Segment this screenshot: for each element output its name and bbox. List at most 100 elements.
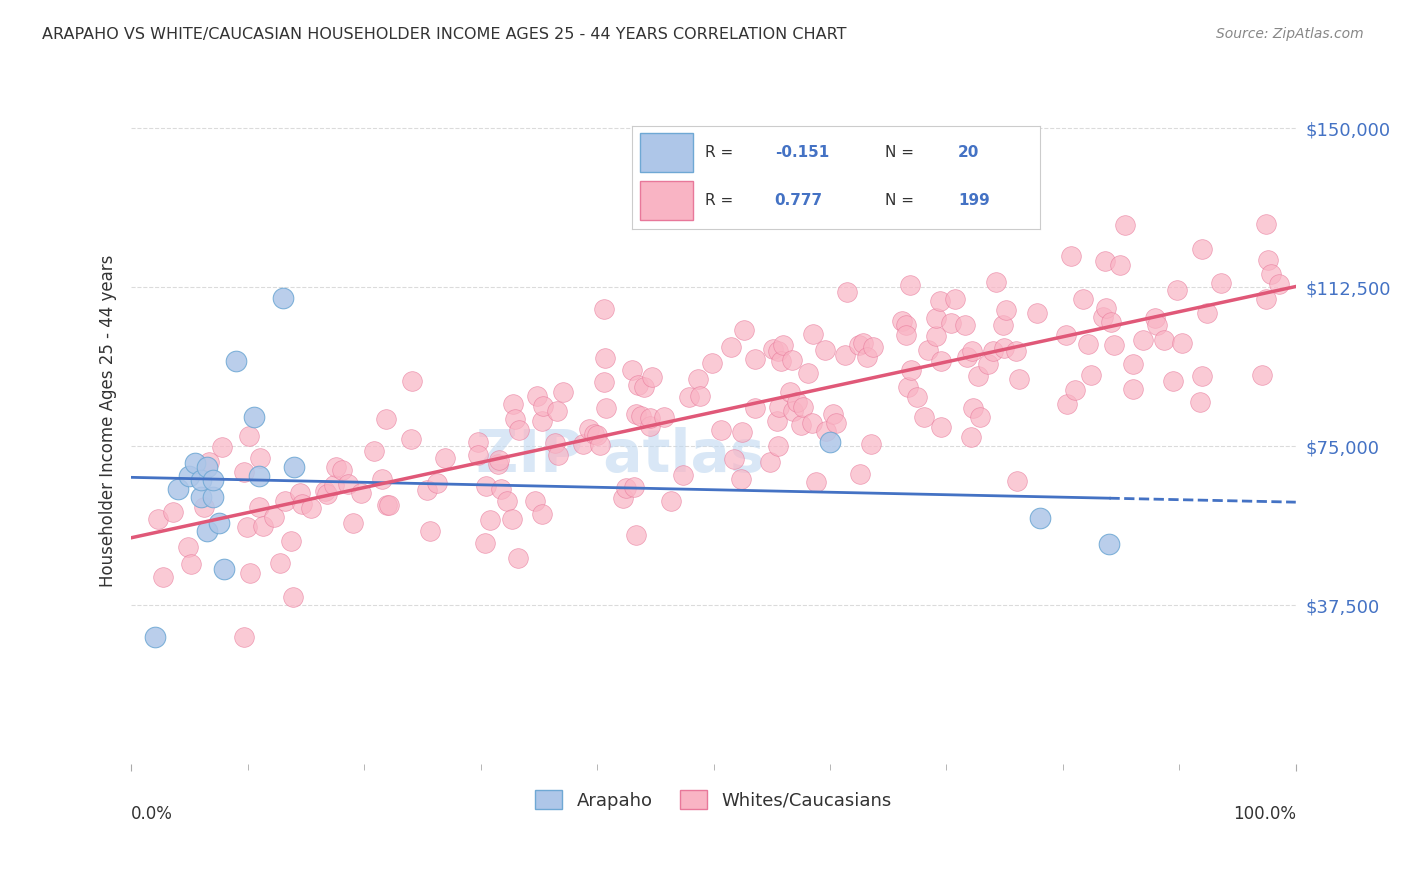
Point <box>1064 383 1087 397</box>
Point <box>325 459 347 474</box>
Point <box>860 437 883 451</box>
Point <box>984 275 1007 289</box>
Point <box>496 493 519 508</box>
Point <box>486 457 509 471</box>
Point <box>336 477 359 491</box>
Point <box>730 472 752 486</box>
Point <box>283 460 305 475</box>
Point <box>263 510 285 524</box>
Point <box>621 363 644 377</box>
Point <box>894 318 917 332</box>
Point <box>624 528 647 542</box>
Point <box>943 293 966 307</box>
Point <box>399 432 422 446</box>
Point <box>475 478 498 492</box>
Point <box>1251 368 1274 382</box>
Point <box>502 397 524 411</box>
Point <box>375 498 398 512</box>
Point <box>1153 333 1175 347</box>
Point <box>627 378 650 392</box>
Point <box>849 467 872 481</box>
Point <box>350 486 373 500</box>
Point <box>1171 336 1194 351</box>
Point <box>641 370 664 384</box>
Point <box>508 423 530 437</box>
Point <box>762 342 785 356</box>
Point <box>898 277 921 292</box>
Point <box>630 409 652 423</box>
Point <box>1108 258 1130 272</box>
Point <box>508 551 530 566</box>
Point <box>710 423 733 437</box>
Point <box>531 399 554 413</box>
Point <box>689 389 711 403</box>
Point <box>330 462 353 476</box>
Point <box>624 407 647 421</box>
Point <box>994 302 1017 317</box>
Point <box>503 412 526 426</box>
Point <box>894 328 917 343</box>
Point <box>848 338 870 352</box>
Point <box>993 342 1015 356</box>
Point <box>917 343 939 358</box>
Point <box>233 465 256 479</box>
Point <box>614 481 637 495</box>
Point <box>652 409 675 424</box>
Point <box>252 518 274 533</box>
Point <box>779 384 801 399</box>
Text: ARAPAHO VS WHITE/CAUCASIAN HOUSEHOLDER INCOME AGES 25 - 44 YEARS CORRELATION CHA: ARAPAHO VS WHITE/CAUCASIAN HOUSEHOLDER I… <box>42 27 846 42</box>
Point <box>176 540 198 554</box>
Point <box>766 414 789 428</box>
Point <box>467 435 489 450</box>
Point <box>852 336 875 351</box>
Point <box>623 480 645 494</box>
Point <box>782 404 804 418</box>
Point <box>582 426 605 441</box>
Point <box>593 351 616 365</box>
Point <box>1191 242 1213 256</box>
Point <box>780 353 803 368</box>
Point <box>233 630 256 644</box>
Point <box>1209 277 1232 291</box>
Point <box>768 343 790 358</box>
Point <box>1008 371 1031 385</box>
Point <box>834 348 856 362</box>
Point <box>768 400 790 414</box>
Point <box>678 390 700 404</box>
Point <box>929 420 952 434</box>
Point <box>835 285 858 300</box>
Point <box>790 418 813 433</box>
Point <box>823 407 845 421</box>
Point <box>193 500 215 514</box>
Point <box>824 416 846 430</box>
Point <box>316 487 339 501</box>
Point <box>530 507 553 521</box>
Point <box>900 363 922 377</box>
Point <box>201 473 224 487</box>
Point <box>801 417 824 431</box>
Point <box>291 497 314 511</box>
Point <box>280 534 302 549</box>
Point <box>962 401 984 416</box>
Point <box>378 498 401 512</box>
Point <box>190 473 212 487</box>
Point <box>1099 315 1122 329</box>
Point <box>813 343 835 358</box>
Point <box>1146 318 1168 332</box>
Point <box>179 469 201 483</box>
Point <box>929 354 952 368</box>
Point <box>1077 337 1099 351</box>
Point <box>547 448 569 462</box>
Point <box>929 293 952 308</box>
Y-axis label: Householder Income Ages 25 - 44 years: Householder Income Ages 25 - 44 years <box>100 255 117 587</box>
Point <box>190 490 212 504</box>
Point <box>939 316 962 330</box>
Point <box>342 516 364 530</box>
Point <box>1005 344 1028 359</box>
Point <box>501 511 523 525</box>
Point <box>544 435 567 450</box>
Point <box>531 414 554 428</box>
Point <box>374 412 396 426</box>
Point <box>638 419 661 434</box>
Point <box>426 475 449 490</box>
